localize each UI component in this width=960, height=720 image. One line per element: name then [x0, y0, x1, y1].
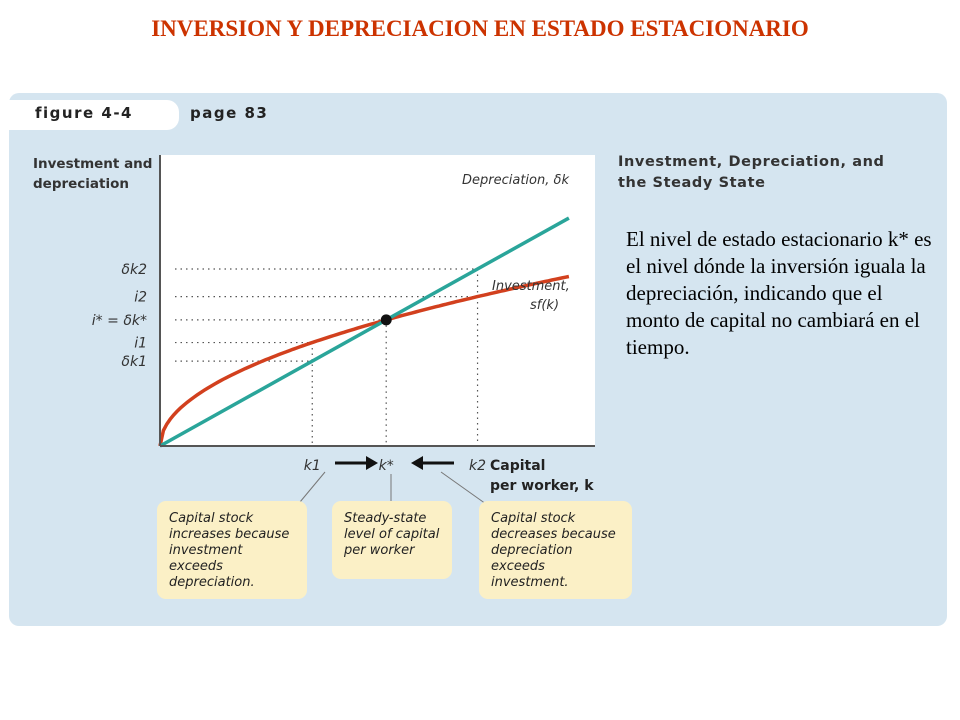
connector-k2 [440, 471, 487, 505]
y-tick-label-0: δk2 [121, 262, 147, 278]
plot-area [160, 155, 595, 446]
callout-connectors [299, 471, 487, 505]
annotation-capital-increases: Capital stock increases because investme… [157, 501, 307, 599]
y-tick-label-1: i2 [134, 290, 147, 306]
x-axis-label-line2: per worker, k [490, 478, 594, 494]
convergence-arrows [335, 456, 454, 470]
figure-heading: Investment, Depreciation, and the Steady… [618, 154, 885, 191]
x-tick-label-2: k2 [469, 458, 486, 474]
figure-tab [9, 100, 179, 130]
y-axis-label-line2: depreciation [33, 176, 129, 192]
annotation-steady-state: Steady-state level of capital per worker [332, 501, 452, 579]
x-tick-labels: k1 k* k2 [304, 458, 486, 474]
figure-page: page 83 [190, 104, 269, 122]
figure-label: figure 4-4 [35, 104, 133, 122]
series-label-investment-2: sf(k) [530, 298, 559, 313]
y-tick-label-3: i1 [134, 336, 147, 352]
investment-curve [158, 274, 570, 447]
annotation-capital-decreases: Capital stock decreases because deprecia… [479, 501, 632, 599]
connector-k1 [299, 471, 326, 503]
description-text: El nivel de estado estacionario k* es el… [626, 227, 932, 359]
series-label-investment-1: Investment, [492, 279, 570, 294]
slide-title: INVERSION Y DEPRECIACION EN ESTADO ESTAC… [151, 16, 809, 41]
series-lines [158, 216, 570, 448]
depreciation-line [159, 216, 570, 448]
x-tick-label-0: k1 [304, 458, 321, 474]
arrow-right-head [366, 456, 378, 470]
y-tick-label-2: i* = δk* [92, 313, 147, 329]
y-tick-label-4: δk1 [121, 354, 147, 370]
x-axis-label-line1: Capital [490, 458, 545, 474]
series-label-depreciation: Depreciation, δk [462, 173, 569, 188]
arrow-left-head [411, 456, 423, 470]
x-tick-label-1: k* [379, 458, 394, 474]
y-tick-labels: δk2 i2 i* = δk* i1 δk1 [92, 262, 147, 370]
y-axis-label-line1: Investment and [33, 156, 152, 172]
steady-state-point [380, 314, 392, 326]
